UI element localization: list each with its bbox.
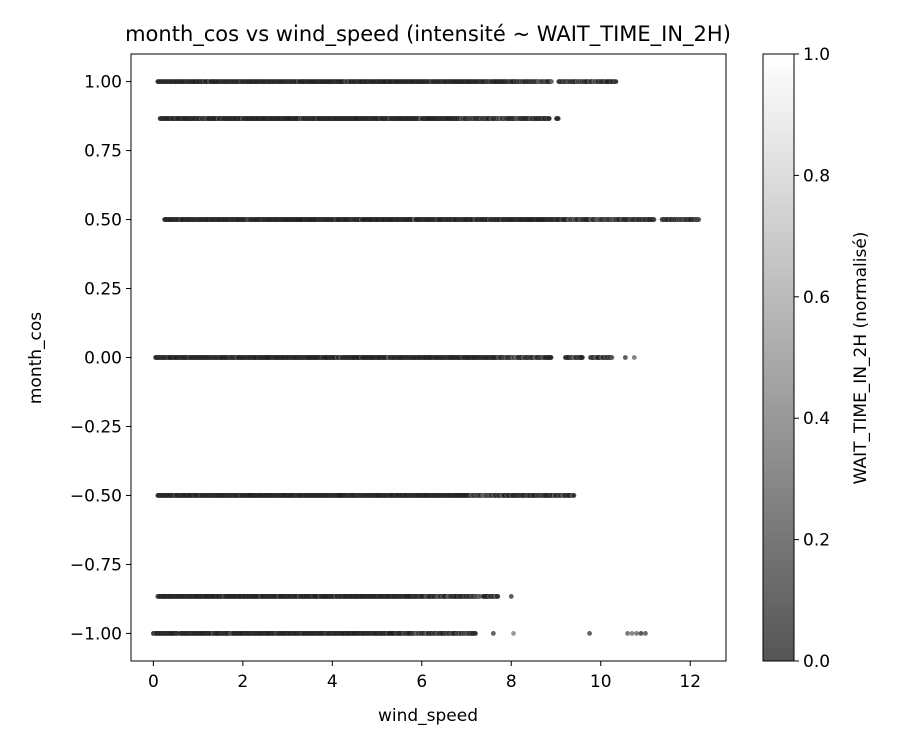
scatter-point <box>651 217 657 222</box>
y-tick-label: −1.00 <box>70 624 122 644</box>
colorbar-tick-label: 0.2 <box>803 531 830 551</box>
y-tick-label: −0.25 <box>70 417 122 437</box>
scatter-point <box>622 355 628 360</box>
colorbar-tick-label: 0.8 <box>803 166 830 186</box>
scatter-point <box>511 631 516 636</box>
y-axis: 1.00 0.75 0.50 0.25 0.00 −0.25 −0.50 −0.75 −1.00 <box>70 73 131 644</box>
scatter-point <box>579 355 585 360</box>
x-axis-label: wind_speed <box>378 706 478 726</box>
scatter-point <box>696 217 702 222</box>
y-tick-label: −0.75 <box>70 555 122 575</box>
x-tick-label: 8 <box>506 672 517 692</box>
x-tick-label: 4 <box>327 672 338 692</box>
y-tick-label: 1.00 <box>84 73 122 93</box>
scatter-point <box>571 493 577 498</box>
scatter-point <box>549 79 554 84</box>
y-tick-label: 0.50 <box>84 211 122 231</box>
scatter-point <box>613 79 619 84</box>
scatter-points <box>150 79 702 636</box>
x-tick-label: 10 <box>590 672 612 692</box>
y-tick-label: 0.00 <box>84 349 122 369</box>
scatter-point <box>629 631 635 636</box>
scatter-point <box>473 631 478 636</box>
y-tick-label: 0.25 <box>84 280 122 300</box>
scatter-point <box>631 355 637 360</box>
colorbar <box>762 53 795 662</box>
scatter-point <box>490 631 496 636</box>
scatter-point <box>548 355 554 360</box>
colorbar-tick-label: 0.4 <box>803 409 830 429</box>
scatter-point <box>625 631 630 636</box>
scatter-point <box>508 594 514 599</box>
scatter-point <box>609 355 615 360</box>
y-tick-label: −0.50 <box>70 486 122 506</box>
scatter-point <box>546 116 552 121</box>
colorbar-tick-label: 0.6 <box>803 288 830 308</box>
colorbar-label: WAIT_TIME_IN_2H (normalisé) <box>851 232 871 485</box>
y-axis-label: month_cos <box>26 312 46 404</box>
scatter-point <box>587 631 592 636</box>
colorbar-tick-label: 1.0 <box>803 45 830 65</box>
chart-title: month_cos vs wind_speed (intensité ~ WAI… <box>125 22 731 47</box>
x-tick-label: 2 <box>237 672 248 692</box>
scatter-point <box>634 631 639 636</box>
x-tick-label: 6 <box>416 672 427 692</box>
y-tick-label: 0.75 <box>84 142 122 162</box>
scatter-point <box>638 631 644 636</box>
x-axis: 0 2 4 6 8 10 12 <box>148 661 701 692</box>
colorbar-tick-label: 0.0 <box>803 652 830 672</box>
colorbar-axis: 0.0 0.2 0.4 0.6 0.8 1.0 <box>794 45 830 672</box>
x-tick-label: 0 <box>148 672 159 692</box>
scatter-point <box>495 594 501 599</box>
x-tick-label: 12 <box>679 672 701 692</box>
scatter-point <box>555 116 561 121</box>
scatter-point <box>643 631 648 636</box>
